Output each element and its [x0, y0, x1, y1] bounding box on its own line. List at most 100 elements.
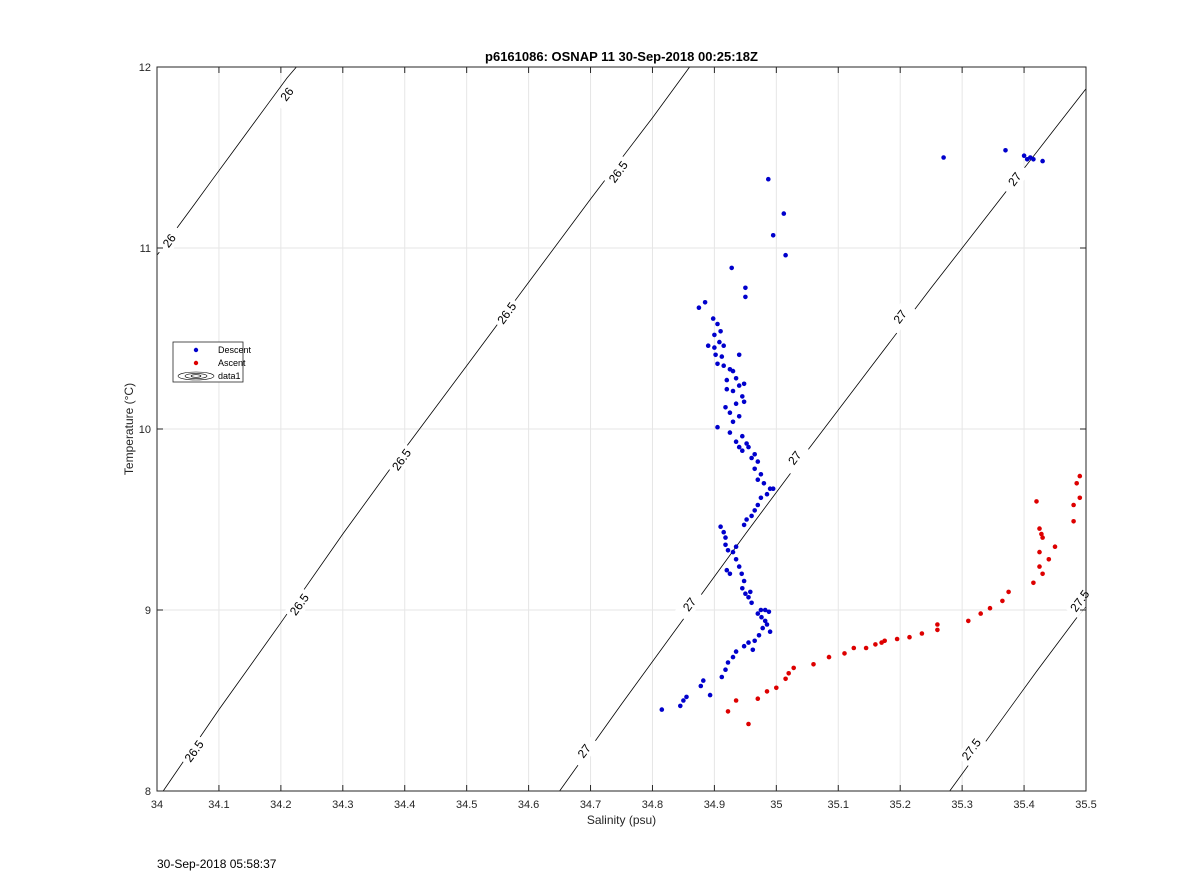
descent-point: [744, 517, 749, 522]
contour-label-bg: [1064, 584, 1096, 618]
ascent-point: [1037, 526, 1042, 531]
x-tick-label: 35.2: [889, 799, 910, 811]
ascent-point: [851, 645, 857, 651]
ascent-point: [1031, 580, 1036, 586]
descent-point: [723, 535, 728, 540]
descent-point: [678, 703, 683, 709]
descent-point: [749, 513, 754, 519]
descent-point: [767, 629, 773, 634]
descent-point: [707, 692, 713, 698]
descent-point: [718, 524, 723, 529]
y-tick-label: 8: [145, 786, 151, 798]
descent-point: [741, 399, 747, 405]
x-tick-label: 35.1: [828, 799, 849, 811]
descent-point: [717, 339, 722, 345]
contour-label-bg: [779, 441, 811, 475]
legend-contour-icon: [177, 371, 215, 381]
x-tick-label: 35.4: [1013, 799, 1034, 811]
density-contours: 262626.526.526.526.526.5272727272727.527…: [154, 66, 1096, 792]
x-tick-label: 34.4: [394, 799, 415, 811]
descent-point: [741, 578, 747, 584]
descent-point: [730, 549, 736, 555]
descent-point: [730, 654, 736, 660]
ascent-point: [764, 689, 770, 694]
descent-point: [713, 352, 718, 358]
contour-label-bg: [178, 734, 210, 769]
ascent-point: [1037, 549, 1042, 555]
descent-point: [712, 345, 717, 350]
descent-point: [755, 502, 761, 508]
contour-label-bg: [568, 734, 600, 768]
descent-point: [1003, 148, 1008, 153]
descent-point: [715, 361, 720, 367]
ascent-point: [774, 685, 779, 691]
descent-point: [764, 622, 770, 627]
contour-label-bg: [884, 299, 916, 334]
legend-marker-ascent: [193, 360, 199, 366]
descent-point: [741, 643, 747, 649]
descent-point: [750, 647, 756, 653]
ascent-point: [811, 662, 816, 667]
ascent-point: [1077, 473, 1083, 479]
ascent-point: [1074, 481, 1079, 486]
descent-point: [749, 600, 754, 606]
descent-point: [724, 386, 730, 392]
ascent-point: [783, 676, 788, 682]
descent-point: [710, 316, 716, 321]
descent-point: [698, 683, 704, 689]
legend: Descent Ascent data1: [172, 341, 252, 383]
ascent-point: [882, 638, 887, 644]
descent-point: [758, 472, 764, 477]
ascent-point: [1071, 502, 1076, 508]
contour-label-bg: [603, 155, 634, 189]
descent-point: [764, 491, 770, 497]
descent-point: [766, 609, 772, 615]
descent-point: [758, 495, 764, 501]
descent-point: [729, 265, 734, 271]
x-tick-label: 35.5: [1075, 799, 1096, 811]
descent-point: [715, 424, 720, 430]
legend-marker-descent: [193, 347, 199, 353]
ascent-point: [935, 627, 940, 633]
footer-timestamp: 30-Sep-2018 05:58:37: [157, 857, 277, 871]
descent-point: [730, 388, 736, 394]
ascent-point: [1040, 535, 1045, 540]
x-tick-label: 34.8: [642, 799, 663, 811]
descent-point: [758, 607, 764, 613]
descent-point: [766, 176, 771, 182]
descent-point: [752, 466, 757, 472]
ascent-point: [1034, 499, 1039, 504]
descent-point: [730, 419, 736, 425]
x-tick-label: 34.2: [270, 799, 291, 811]
y-tick-label: 12: [139, 62, 151, 74]
descent-point: [783, 252, 788, 258]
contour-label-bg: [386, 442, 417, 477]
ascent-point: [746, 721, 751, 727]
descent-point: [1040, 158, 1045, 164]
descent-point: [733, 557, 739, 562]
x-tick-label: 35: [770, 799, 782, 811]
descent-point: [1031, 157, 1036, 162]
descent-point: [736, 564, 742, 569]
ascent-point: [1046, 557, 1052, 562]
descent-point: [702, 300, 708, 305]
x-tick-label: 34.5: [456, 799, 477, 811]
descent-point: [733, 439, 739, 445]
contour-label-bg: [999, 162, 1031, 197]
contour-line-sigma-27: [559, 88, 1087, 792]
ascent-point: [987, 605, 993, 611]
ascent-point: [826, 654, 832, 660]
descent-point: [721, 529, 726, 535]
contour-label-bg: [284, 587, 315, 622]
descent-point: [736, 414, 742, 419]
descent-point: [725, 660, 731, 665]
ascent-point: [725, 709, 731, 714]
ascent-point: [863, 645, 869, 651]
ascent-point: [1037, 564, 1042, 569]
x-axis-label: Salinity (psu): [587, 813, 656, 827]
x-tick-label: 34.3: [332, 799, 353, 811]
descent-point: [752, 638, 757, 644]
legend-box: [172, 341, 244, 383]
descent-point: [743, 285, 748, 291]
